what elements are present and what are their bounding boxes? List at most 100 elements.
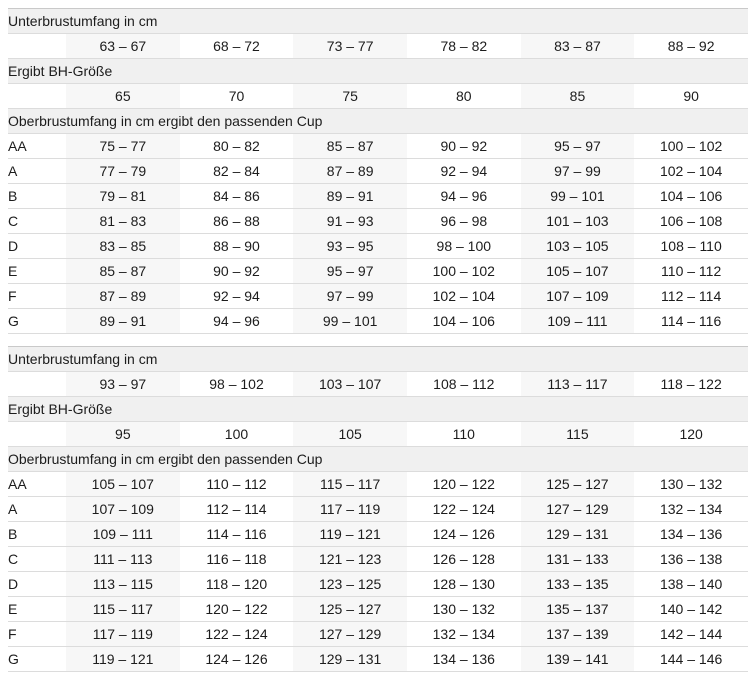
cup-range-cell: 117 – 119 (66, 621, 180, 647)
cup-letter-cell: C (8, 546, 66, 572)
cup-row: G 89 – 91 94 – 96 99 – 101 104 – 106 109 – 11… (8, 308, 748, 334)
cup-row: A 77 – 79 82 – 84 87 – 89 92 – 94 97 – 99 102 … (8, 158, 748, 184)
cup-range-cell: 95 – 97 (520, 133, 635, 159)
cup-range-cell: 97 – 99 (293, 283, 407, 309)
underbust-range-cell: 88 – 92 (634, 33, 748, 59)
cup-range-cell: 122 – 124 (179, 621, 294, 647)
band-size-cell: 65 (66, 83, 180, 109)
cup-range-cell: 135 – 137 (520, 596, 635, 622)
cup-range-cell: 79 – 81 (66, 183, 180, 209)
band-size-cell: 115 (520, 421, 635, 447)
cup-range-cell: 100 – 102 (406, 258, 521, 284)
cup-range-cell: 104 – 106 (634, 183, 748, 209)
cup-range-cell: 110 – 112 (179, 471, 294, 497)
cup-letter-cell: D (8, 571, 66, 597)
cup-range-cell: 82 – 84 (179, 158, 294, 184)
cup-range-cell: 130 – 132 (634, 471, 748, 497)
cup-range-cell: 90 – 92 (179, 258, 294, 284)
cup-range-cell: 94 – 96 (179, 308, 294, 334)
cup-range-cell: 97 – 99 (520, 158, 635, 184)
cup-letter-cell: E (8, 258, 66, 284)
underbust-label: Unterbrustumfang in cm (8, 346, 748, 372)
cup-range-cell: 85 – 87 (293, 133, 407, 159)
cup-range-cell: 94 – 96 (406, 183, 521, 209)
cup-range-cell: 105 – 107 (66, 471, 180, 497)
cup-row: A 107 – 109 112 – 114 117 – 119 122 – 124 127… (8, 496, 748, 522)
cup-row: G 119 – 121 124 – 126 129 – 131 134 – 136 139… (8, 646, 748, 672)
underbust-range-row: 93 – 97 98 – 102 103 – 107 108 – 112 113 – 1… (8, 371, 748, 397)
cup-range-cell: 122 – 124 (406, 496, 521, 522)
cup-range-cell: 137 – 139 (520, 621, 635, 647)
cup-range-cell: 114 – 116 (179, 521, 294, 547)
underbust-range-cell: 108 – 112 (406, 371, 521, 397)
cup-range-cell: 100 – 102 (634, 133, 748, 159)
cup-range-cell: 115 – 117 (293, 471, 407, 497)
band-size-row: 95 100 105 110 115 120 (8, 421, 748, 447)
cup-row: B 109 – 111 114 – 116 119 – 121 124 – 126 129… (8, 521, 748, 547)
size-table-large-bands: Unterbrustumfang in cm 93 – 97 98 – 102 103… (8, 346, 748, 672)
underbust-range-cell: 73 – 77 (293, 33, 407, 59)
cup-range-cell: 103 – 105 (520, 233, 635, 259)
cup-range-cell: 92 – 94 (179, 283, 294, 309)
underbust-range-cell: 98 – 102 (179, 371, 294, 397)
underbust-range-cell: 118 – 122 (634, 371, 748, 397)
band-size-row-spacer (8, 421, 66, 447)
cup-range-cell: 142 – 144 (634, 621, 748, 647)
cup-range-cell: 112 – 114 (179, 496, 294, 522)
underbust-row-spacer (8, 33, 66, 59)
cup-range-cell: 132 – 134 (406, 621, 521, 647)
cup-letter-cell: E (8, 596, 66, 622)
cup-range-cell: 91 – 93 (293, 208, 407, 234)
band-size-cell: 100 (179, 421, 294, 447)
cup-range-cell: 87 – 89 (66, 283, 180, 309)
cup-range-cell: 132 – 134 (634, 496, 748, 522)
band-size-header-row: Ergibt BH-Größe (8, 396, 748, 422)
cup-range-cell: 86 – 88 (179, 208, 294, 234)
cup-range-cell: 140 – 142 (634, 596, 748, 622)
cup-range-cell: 85 – 87 (66, 258, 180, 284)
underbust-header-row: Unterbrustumfang in cm (8, 8, 748, 34)
cup-range-cell: 99 – 101 (520, 183, 635, 209)
cup-range-cell: 107 – 109 (66, 496, 180, 522)
cup-range-cell: 110 – 112 (634, 258, 748, 284)
cup-row: AA 75 – 77 80 – 82 85 – 87 90 – 92 95 – 97 100… (8, 133, 748, 159)
cup-range-cell: 118 – 120 (179, 571, 294, 597)
underbust-range-cell: 103 – 107 (293, 371, 407, 397)
cup-row: C 81 – 83 86 – 88 91 – 93 96 – 98 101 – 103 10… (8, 208, 748, 234)
cup-range-cell: 105 – 107 (520, 258, 635, 284)
cup-range-cell: 134 – 136 (634, 521, 748, 547)
band-size-cell: 110 (406, 421, 521, 447)
band-size-cell: 120 (634, 421, 748, 447)
cup-row: D 83 – 85 88 – 90 93 – 95 98 – 100 103 – 105 1… (8, 233, 748, 259)
cup-row: E 85 – 87 90 – 92 95 – 97 100 – 102 105 – 107… (8, 258, 748, 284)
cup-range-cell: 83 – 85 (66, 233, 180, 259)
cup-range-cell: 87 – 89 (293, 158, 407, 184)
cup-row: F 87 – 89 92 – 94 97 – 99 102 – 104 107 – 109… (8, 283, 748, 309)
cup-letter-cell: B (8, 183, 66, 209)
cup-range-cell: 89 – 91 (293, 183, 407, 209)
band-size-row-spacer (8, 83, 66, 109)
underbust-range-cell: 63 – 67 (66, 33, 180, 59)
cup-range-cell: 109 – 111 (520, 308, 635, 334)
cup-range-cell: 130 – 132 (406, 596, 521, 622)
cup-range-cell: 128 – 130 (406, 571, 521, 597)
cup-range-cell: 119 – 121 (66, 646, 180, 672)
cup-letter-cell: AA (8, 133, 66, 159)
cup-range-cell: 116 – 118 (179, 546, 294, 572)
cup-range-cell: 120 – 122 (406, 471, 521, 497)
cup-range-cell: 104 – 106 (406, 308, 521, 334)
cup-range-cell: 90 – 92 (406, 133, 521, 159)
cup-range-cell: 120 – 122 (179, 596, 294, 622)
cup-range-cell: 127 – 129 (293, 621, 407, 647)
cup-range-cell: 88 – 90 (179, 233, 294, 259)
cup-range-cell: 102 – 104 (406, 283, 521, 309)
underbust-row-spacer (8, 371, 66, 397)
cup-row: F 117 – 119 122 – 124 127 – 129 132 – 134 137… (8, 621, 748, 647)
cup-range-cell: 126 – 128 (406, 546, 521, 572)
cup-range-cell: 133 – 135 (520, 571, 635, 597)
cup-letter-cell: B (8, 521, 66, 547)
cup-range-cell: 93 – 95 (293, 233, 407, 259)
cup-range-cell: 92 – 94 (406, 158, 521, 184)
underbust-range-row: 63 – 67 68 – 72 73 – 77 78 – 82 83 – 87 88 – … (8, 33, 748, 59)
